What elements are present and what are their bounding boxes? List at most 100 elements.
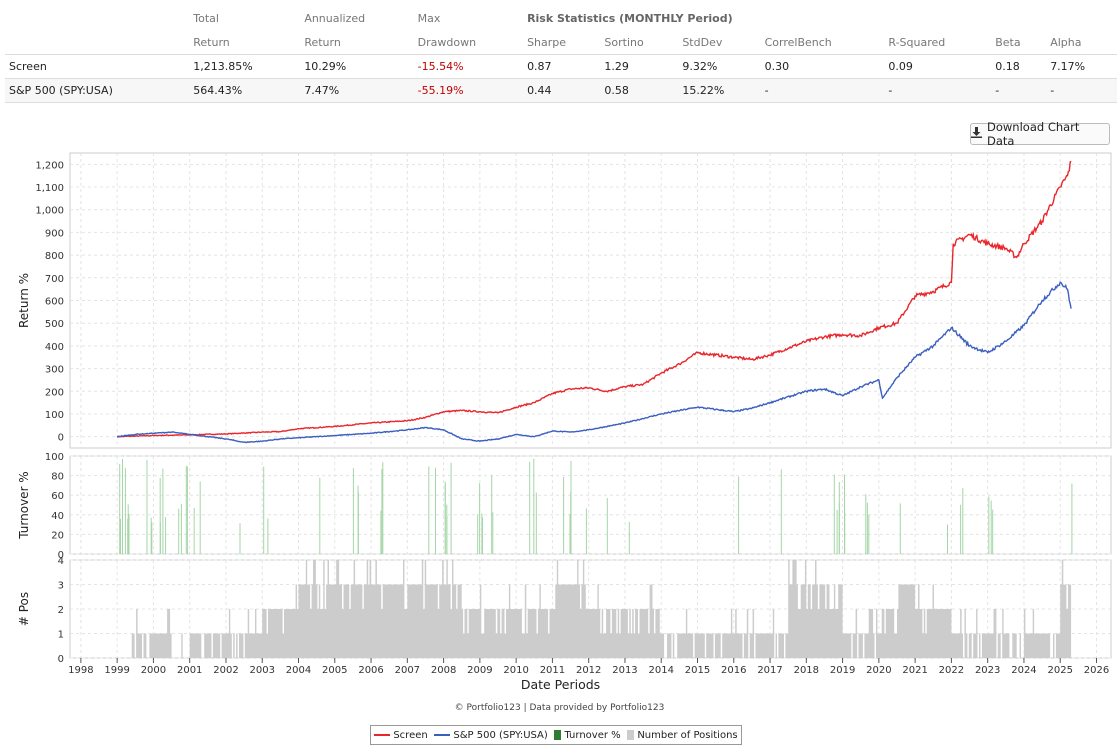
turnover-bar [738, 476, 740, 554]
x-tick-label: 1998 [68, 665, 93, 676]
plot-area [69, 152, 1112, 449]
turnover-bar [988, 496, 990, 554]
turnover-bar [319, 477, 321, 554]
turnover-bar [833, 474, 835, 554]
chart-credits: © Portfolio123 | Data provided by Portfo… [454, 703, 665, 713]
y-tick-label: 900 [45, 228, 64, 239]
turnover-bar [481, 513, 483, 554]
y-tick-label: 0 [58, 654, 64, 665]
y-tick-label: 100 [45, 410, 64, 421]
legend-item-screen[interactable]: Screen [374, 730, 428, 741]
turnover-bar [535, 492, 537, 554]
turnover-bar [866, 502, 868, 554]
cell: - [884, 78, 992, 103]
y-tick-label: 300 [45, 365, 64, 376]
turnover-bar [267, 518, 269, 554]
chart-panel-2: 0 20 40 60 80 100 Turnover % [17, 452, 1112, 561]
header-annualized-return: Return [304, 35, 341, 49]
cell: 0.18 [991, 54, 1047, 79]
cell: - [760, 78, 885, 103]
y-axis-label: # Pos [17, 592, 31, 626]
header-total-return: Return [193, 35, 230, 49]
cell: 0.09 [884, 54, 992, 79]
turnover-bar [838, 482, 840, 554]
cell: 15.22% [678, 78, 761, 103]
series-line-screen [116, 160, 1072, 438]
x-tick-label: 2009 [467, 665, 492, 676]
cell: 7.47% [300, 78, 414, 103]
positions-area [117, 560, 1072, 658]
cell: 0.44 [523, 78, 601, 103]
turnover-bar [529, 461, 531, 554]
header-max: Max [417, 11, 441, 25]
chart-panel-3: 0 1 2 3 4 # Pos 1998 1999 2000 2001 2002 2003 2004 20… [17, 556, 1112, 692]
x-tick-label: 2002 [213, 665, 238, 676]
turnover-bar [162, 468, 164, 554]
y-tick-label: 2 [58, 605, 64, 616]
y-tick-label: 0 [58, 433, 64, 444]
turnover-bar [357, 485, 359, 554]
x-tick-label: 2014 [649, 665, 674, 676]
turnover-bar [628, 521, 630, 554]
y-axis-label: Turnover % [17, 471, 31, 539]
cell: 1.29 [600, 54, 679, 79]
header-rsquared: R-Squared [888, 35, 946, 49]
header-alpha: Alpha [1050, 35, 1082, 49]
legend-item-turnover[interactable]: Turnover % [554, 730, 621, 741]
legend-item-positions[interactable]: Number of Positions [627, 730, 738, 741]
row-name: Screen [5, 54, 190, 79]
x-tick-label: 2019 [830, 665, 855, 676]
turnover-bar [381, 468, 383, 554]
header-annualized: Annualized [304, 11, 366, 25]
performance-chart: 01002003004005006007008009001,0001,1001,… [17, 152, 1112, 692]
turnover-bar [150, 517, 152, 554]
turnover-bar [780, 469, 782, 554]
header-correlbench: CorrelBench [764, 35, 832, 49]
cell: - [1046, 78, 1117, 103]
row-name: S&P 500 (SPY:USA) [5, 78, 190, 103]
x-tick-label: 2024 [1011, 665, 1036, 676]
turnover-bar [186, 466, 188, 554]
turnover-bar [899, 503, 901, 554]
y-tick-label: 20 [51, 530, 64, 541]
download-chart-data-button[interactable]: Download Chart Data [970, 120, 1110, 148]
cell: 564.43% [189, 78, 301, 103]
x-tick-label: 2020 [866, 665, 891, 676]
turnover-bar [962, 488, 964, 554]
table-row: S&P 500 (SPY:USA) 564.43% 7.47% -55.19% … [5, 78, 1117, 103]
turnover-bar [151, 522, 153, 554]
cell: 1,213.85% [189, 54, 301, 79]
x-tick-label: 2021 [902, 665, 927, 676]
legend-item-benchmark[interactable]: S&P 500 (SPY:USA) [434, 730, 548, 741]
x-tick-label: 2000 [141, 665, 166, 676]
turnover-bar [1071, 483, 1073, 554]
header-sharpe: Sharpe [527, 35, 567, 49]
x-tick-label: 2006 [358, 665, 383, 676]
x-tick-label: 2018 [794, 665, 819, 676]
y-tick-label: 3 [58, 581, 64, 592]
y-tick-label: 100 [45, 452, 64, 463]
download-label: Download Chart Data [987, 120, 1080, 148]
turnover-bar [178, 508, 180, 554]
y-tick-label: 600 [45, 297, 64, 308]
turnover-bar [428, 466, 430, 554]
turnover-bar [865, 494, 867, 554]
turnover-bar [146, 459, 148, 554]
header-stddev: StdDev [682, 35, 723, 49]
turnover-bar [193, 508, 195, 554]
turnover-bar [585, 508, 587, 554]
y-tick-label: 60 [51, 491, 64, 502]
x-tick-label: 2001 [177, 665, 202, 676]
download-icon [971, 127, 982, 141]
x-tick-label: 2003 [250, 665, 275, 676]
turnover-bar [380, 510, 382, 554]
cell: 0.58 [600, 78, 679, 103]
turnover-bar [199, 481, 201, 554]
legend-swatch [554, 730, 562, 740]
y-tick-label: 1,100 [35, 183, 64, 194]
cell: 10.29% [300, 54, 414, 79]
cell: 0.30 [760, 54, 885, 79]
y-tick-label: 80 [51, 472, 64, 483]
turnover-bar [128, 514, 130, 554]
turnover-bar [992, 509, 994, 554]
